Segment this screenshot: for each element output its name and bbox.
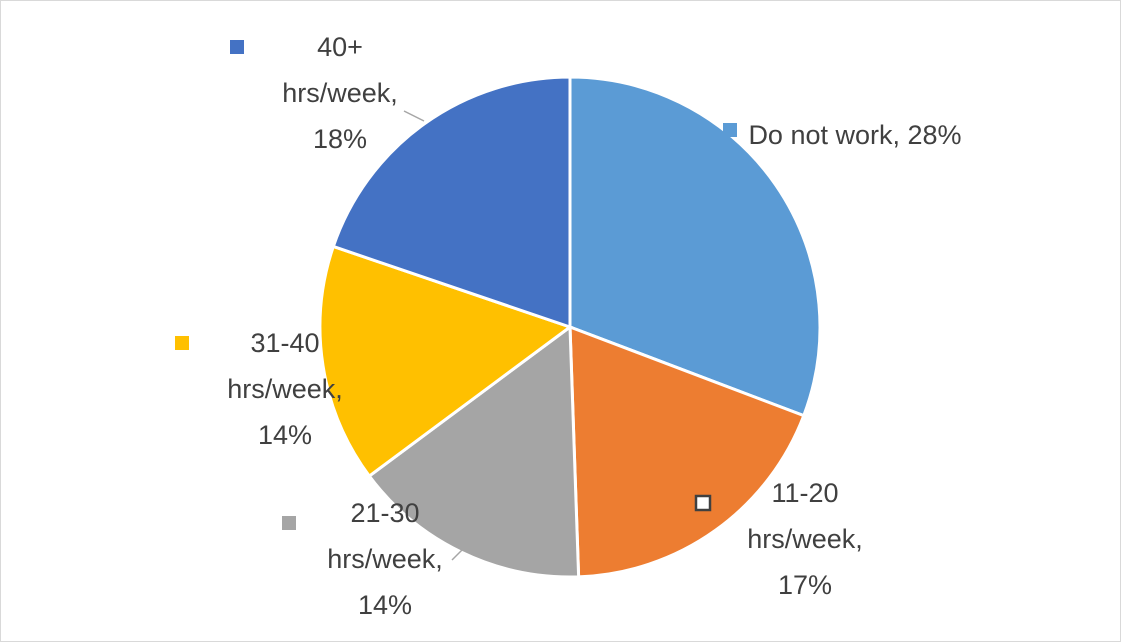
- data-label: 40+ hrs/week, 18%: [282, 32, 398, 154]
- legend-key: [282, 516, 296, 530]
- data-label: 31-40 hrs/week, 14%: [227, 328, 343, 450]
- data-label: 21-30 hrs/week, 14%: [327, 498, 443, 620]
- pie-slice: [367, 324, 581, 579]
- legend-key: [694, 494, 712, 512]
- legend-key: [175, 336, 189, 350]
- data-label: Do not work, 28%: [748, 120, 962, 150]
- legend-key: [723, 123, 737, 137]
- leader-line: [451, 549, 463, 561]
- pie-slice: [331, 75, 572, 330]
- data-label: 11-20 hrs/week, 17%: [747, 478, 863, 600]
- pie-slice: [318, 244, 574, 479]
- legend-key: [230, 40, 244, 54]
- leader-line: [403, 110, 425, 122]
- pie-slice: [568, 75, 822, 418]
- pie-slice: [568, 324, 806, 579]
